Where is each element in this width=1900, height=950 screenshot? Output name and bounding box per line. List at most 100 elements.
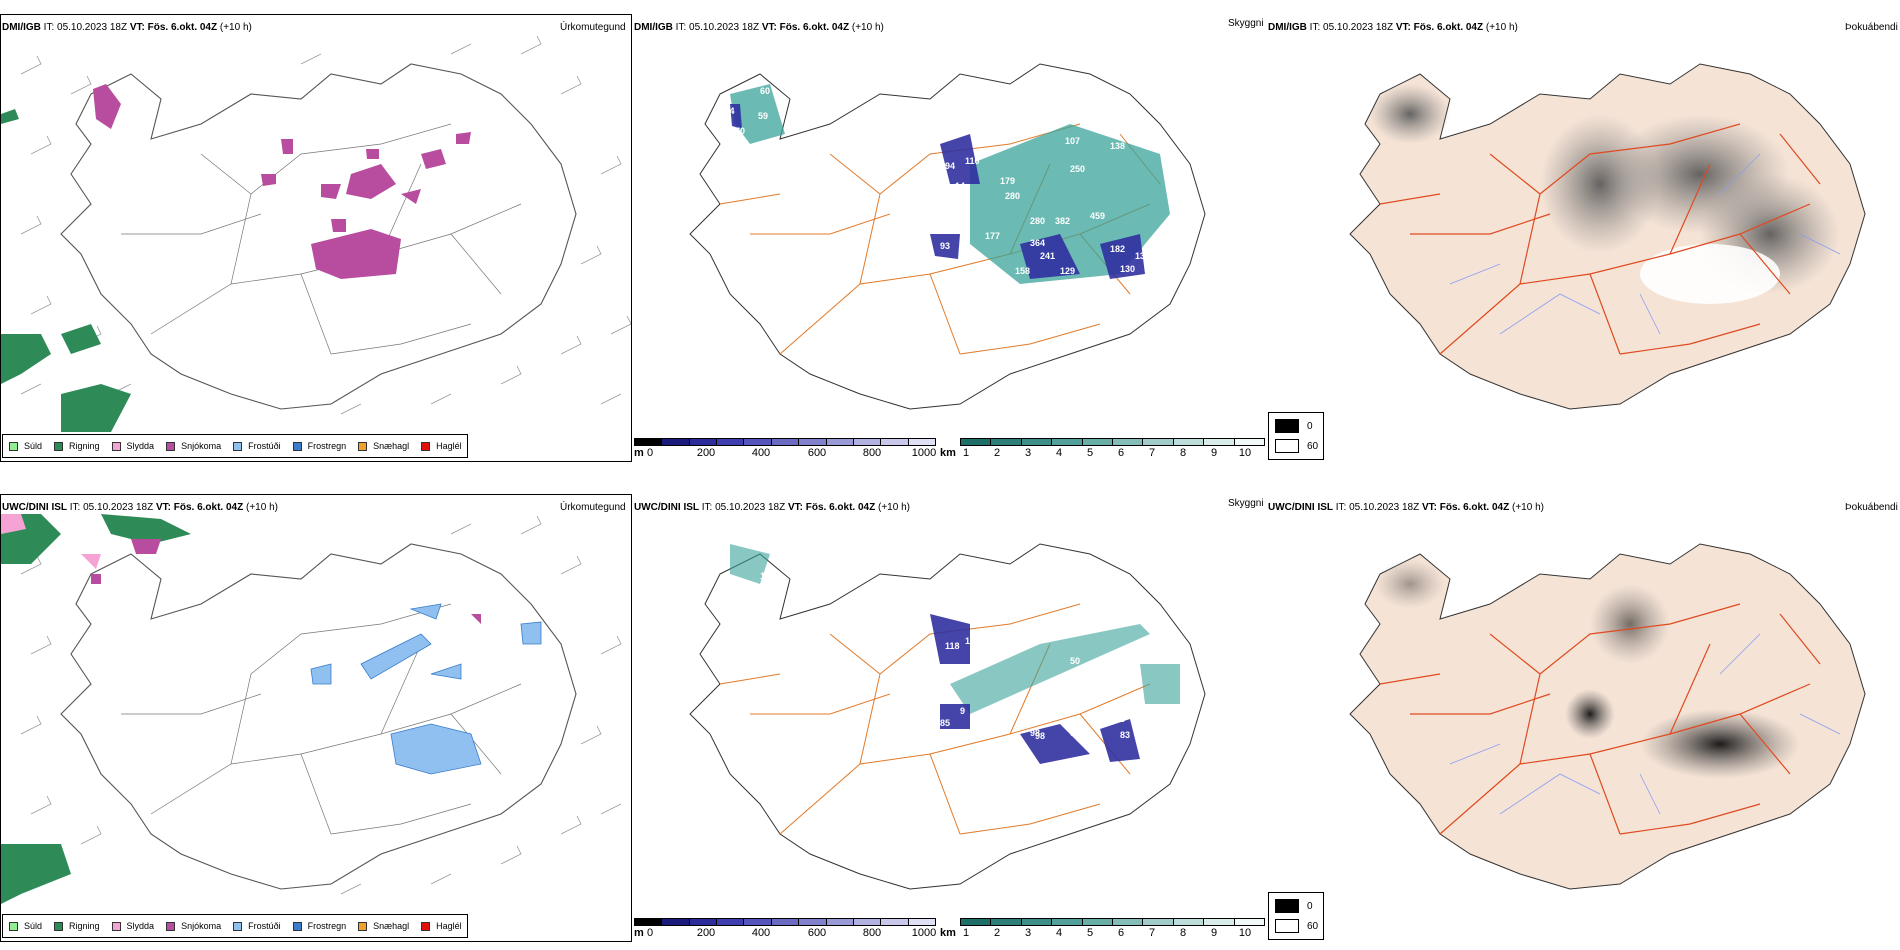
svg-text:188: 188 — [1030, 696, 1045, 706]
height-unit: m — [634, 927, 644, 939]
legend-swatch — [111, 441, 121, 451]
vis-colorbar-cells — [960, 918, 1265, 926]
precip-header: DMI/IGB IT: 05.10.2023 18Z VT: Fös. 6.ok… — [2, 22, 252, 33]
fog-header: DMI/IGB IT: 05.10.2023 18Z VT: Fös. 6.ok… — [1268, 22, 1518, 33]
fog-title: Þokuábendi — [1845, 22, 1898, 33]
legend-swatch — [9, 441, 18, 451]
svg-text:107: 107 — [1065, 136, 1080, 146]
legend-item: Frostregn — [292, 921, 346, 931]
vis-labels: 107 252 138 94 110 14 179 280 250 280 38… — [720, 86, 1150, 288]
legend-item: Slydda — [111, 441, 154, 451]
precip-map — [1, 514, 622, 904]
legend-item: Snjókoma — [166, 441, 221, 451]
legend-item: Frostúði — [233, 921, 281, 931]
wind-barbs — [20, 35, 631, 415]
snow-areas — [93, 84, 471, 279]
vis-header: DMI/IGB IT: 05.10.2023 18Z VT: Fös. 6.ok… — [634, 22, 884, 33]
legend-swatch — [292, 441, 302, 451]
fog-header: UWC/DINI ISL IT: 05.10.2023 18Z VT: Fös.… — [1268, 502, 1544, 513]
visibility-map: 98 118 13 85 9 188 98 91 83 50 25 106 13… — [689, 543, 1206, 890]
legend-swatch — [111, 921, 121, 931]
svg-text:382: 382 — [1055, 216, 1070, 226]
height-colorbar: 0 200 400 600 800 1000 — [634, 438, 936, 460]
precip-type-title: Úrkomutegund — [560, 22, 626, 33]
legend-item: Snæhagl — [358, 441, 409, 451]
svg-text:280: 280 — [1030, 216, 1045, 226]
legend-item: Rigning — [54, 441, 100, 451]
legend-swatch — [9, 921, 18, 931]
legend-item: Slydda — [111, 921, 154, 931]
legend-swatch — [421, 441, 431, 451]
svg-text:158: 158 — [1015, 266, 1030, 276]
svg-text:98: 98 — [1030, 728, 1040, 738]
svg-text:250: 250 — [1070, 164, 1085, 174]
fog-title: Þokuábendi — [1845, 502, 1898, 513]
svg-text:133: 133 — [735, 586, 750, 596]
height-ticks: 0 200 400 600 800 1000 — [646, 447, 937, 459]
visibility-map: 107 252 138 94 110 14 179 280 250 280 38… — [689, 63, 1206, 410]
legend-item: Snjókoma — [166, 921, 221, 931]
svg-text:9: 9 — [960, 706, 965, 716]
legend-item: Snæhagl — [358, 921, 409, 931]
svg-text:182: 182 — [1110, 244, 1125, 254]
precip-legend: Súld Rigning Slydda Snjókoma Frostúði Fr… — [2, 914, 468, 938]
vis-colorbar: 1 2 3 4 5 6 7 8 9 10 — [960, 918, 1265, 940]
vis-ticks: 1 2 3 4 5 6 7 8 9 10 — [962, 927, 1252, 939]
vis-ticks: 1 2 3 4 5 6 7 8 9 10 — [962, 447, 1252, 459]
legend-item: Frostregn — [292, 441, 346, 451]
svg-text:364: 364 — [1030, 238, 1045, 248]
svg-text:83: 83 — [1120, 730, 1130, 740]
height-colorbar: 0 200 400 600 800 1000 — [634, 918, 936, 940]
svg-text:59: 59 — [758, 111, 768, 121]
row-2: UWC/DINI ISL IT: 05.10.2023 18Z VT: Fös.… — [0, 480, 1900, 950]
legend-item: Súld — [9, 921, 42, 931]
svg-text:106: 106 — [1110, 714, 1125, 724]
legend-swatch — [292, 921, 302, 931]
svg-text:280: 280 — [1005, 191, 1020, 201]
svg-text:110: 110 — [965, 156, 980, 166]
height-unit: m — [634, 447, 644, 459]
svg-text:50: 50 — [1070, 656, 1080, 666]
legend-swatch — [166, 441, 176, 451]
legend-swatch — [233, 441, 243, 451]
legend-swatch — [233, 921, 243, 931]
iceland-outline — [60, 63, 577, 410]
svg-text:25: 25 — [1060, 676, 1070, 686]
svg-text:177: 177 — [985, 231, 1000, 241]
svg-text:110: 110 — [760, 571, 775, 581]
svg-text:138: 138 — [1110, 141, 1125, 151]
fog-legend: 0 60 — [1268, 892, 1324, 940]
rain-areas — [1, 109, 131, 432]
precip-map-frame — [0, 14, 632, 462]
fog-swatch-60 — [1275, 439, 1299, 453]
legend-item: Frostúði — [233, 441, 281, 451]
svg-text:252: 252 — [1110, 126, 1125, 136]
precip-map-frame — [0, 494, 632, 942]
legend-swatch — [358, 921, 368, 931]
vis-header: UWC/DINI ISL IT: 05.10.2023 18Z VT: Fös.… — [634, 502, 910, 513]
vis-colorbar: 1 2 3 4 5 6 7 8 9 10 — [960, 438, 1265, 460]
svg-text:114: 114 — [720, 106, 735, 116]
svg-text:60: 60 — [760, 86, 770, 96]
vis-colorbar-cells — [960, 438, 1265, 446]
legend-item: Haglél — [421, 441, 462, 451]
svg-text:14: 14 — [955, 181, 965, 191]
vis-unit: km — [940, 927, 956, 939]
vis-unit: km — [940, 447, 956, 459]
svg-text:130: 130 — [1120, 264, 1135, 274]
legend-item: Haglél — [421, 921, 462, 931]
precip-header: UWC/DINI ISL IT: 05.10.2023 18Z VT: Fös.… — [2, 502, 278, 513]
svg-text:459: 459 — [1090, 211, 1105, 221]
fog-swatch-0 — [1275, 899, 1299, 913]
height-colorbar-cells — [634, 438, 936, 446]
legend-swatch — [421, 921, 431, 931]
legend-swatch — [358, 441, 368, 451]
height-colorbar-cells — [634, 918, 936, 926]
svg-text:93: 93 — [940, 241, 950, 251]
svg-text:118: 118 — [945, 641, 960, 651]
svg-text:85: 85 — [940, 718, 950, 728]
svg-text:12: 12 — [932, 124, 942, 134]
legend-swatch — [166, 921, 176, 931]
row-1: DMI/IGB IT: 05.10.2023 18Z VT: Fös. 6.ok… — [0, 0, 1900, 470]
svg-text:70: 70 — [735, 126, 745, 136]
